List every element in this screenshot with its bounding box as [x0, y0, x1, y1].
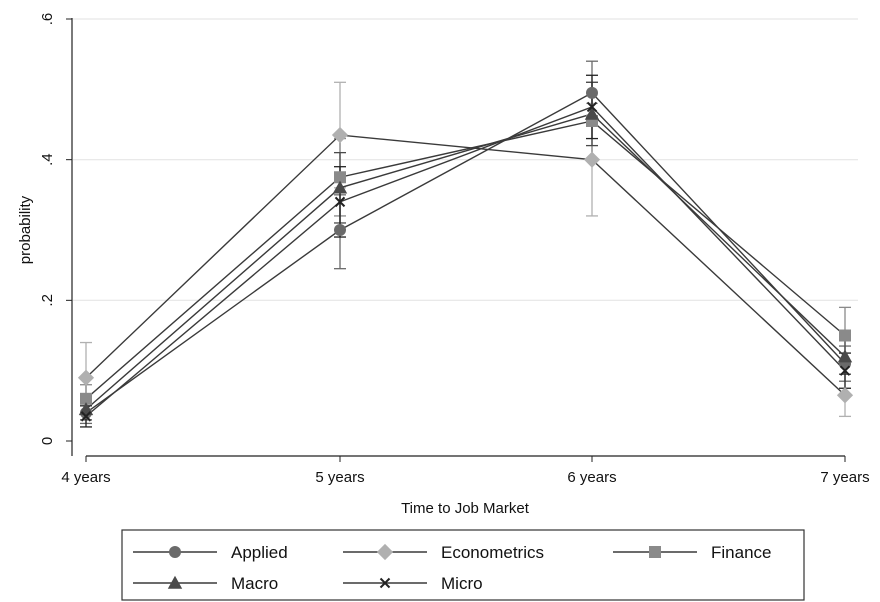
marker-x-stroke [80, 411, 92, 422]
error-bars [80, 60, 851, 428]
x-tick-label: 5 years [315, 469, 364, 486]
marker-x [839, 365, 851, 376]
legend-item: Applied [133, 543, 288, 562]
legend-items: Applied Econometrics Finance Macro Micro [133, 543, 771, 593]
x-tick-label: 6 years [567, 469, 616, 486]
marker-x-stroke [334, 196, 346, 208]
legend-label: Finance [711, 543, 771, 562]
y-axis-title: probability [17, 195, 34, 264]
legend-item: Econometrics [343, 543, 544, 562]
marker-diamond [836, 387, 854, 404]
y-tick-label: .4 [39, 153, 56, 166]
marker-x [334, 196, 346, 208]
series-line [85, 113, 846, 410]
marker-diamond [331, 126, 349, 144]
y-tick-label: 0 [39, 437, 56, 445]
legend-label: Econometrics [441, 543, 544, 562]
marker-x [80, 411, 92, 422]
marker-triangle [837, 349, 853, 363]
legend-label: Macro [231, 574, 278, 593]
x-tick-label: 4 years [61, 469, 110, 486]
marker-circle [586, 86, 598, 99]
y-tick-label: .2 [39, 294, 56, 307]
marker-triangle [167, 575, 183, 589]
series-lines [85, 91, 846, 417]
marker-x [379, 577, 391, 589]
marker-diamond [583, 151, 601, 168]
series-line [85, 134, 846, 396]
legend-item: Micro [343, 574, 483, 593]
marker-square [334, 171, 346, 184]
legend-item: Finance [613, 543, 771, 562]
marker-square [649, 546, 661, 558]
series-line [85, 106, 846, 417]
y-tick-label: .6 [39, 13, 56, 26]
gridlines [73, 18, 858, 301]
marker-square [80, 392, 92, 405]
series-markers [77, 86, 854, 422]
marker-x-stroke [586, 101, 598, 113]
marker-diamond [77, 369, 95, 386]
marker-triangle [332, 180, 348, 194]
legend: Applied Econometrics Finance Macro Micro [121, 529, 805, 601]
legend-label: Applied [231, 543, 288, 562]
legend-item: Macro [133, 574, 278, 593]
marker-diamond [376, 543, 394, 561]
x-tick-label: 7 years [820, 469, 869, 486]
marker-triangle [584, 106, 600, 120]
x-axis-ticks: 4 years 5 years 6 years 7 years [61, 456, 870, 486]
x-axis-title: Time to Job Market [401, 500, 530, 517]
marker-x-stroke [379, 577, 391, 589]
marker-circle [334, 224, 346, 236]
legend-label: Micro [441, 574, 483, 593]
legend-box [121, 529, 805, 601]
marker-circle [169, 546, 181, 558]
marker-square [839, 329, 851, 342]
marker-x-stroke [839, 365, 851, 376]
series-line [85, 120, 846, 400]
marker-x [586, 101, 598, 113]
axes [71, 18, 845, 457]
y-axis-ticks: 0 .2 .4 .6 [39, 13, 72, 445]
